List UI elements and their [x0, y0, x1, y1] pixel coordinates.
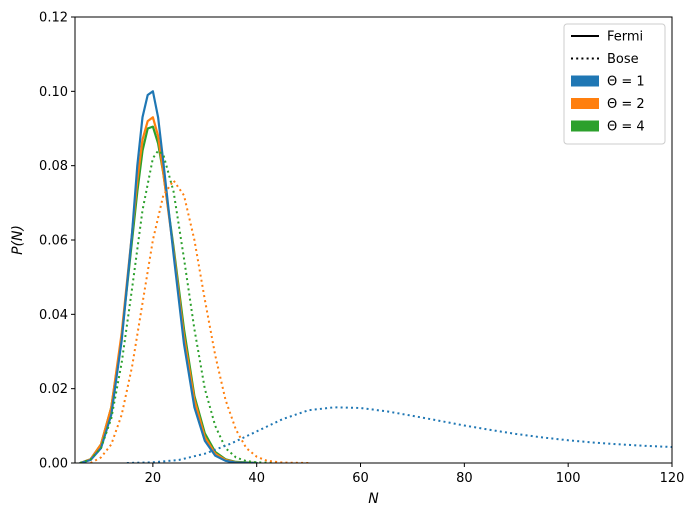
x-tick-label: 120 — [660, 471, 685, 486]
y-tick-label: 0.08 — [39, 159, 68, 174]
legend: Fermi Bose Θ = 1 Θ = 2 Θ = 4 — [563, 23, 666, 145]
series-line-fermi-3 — [79, 90, 258, 463]
x-tick-label: 60 — [352, 471, 369, 486]
x-axis-label: N — [368, 491, 379, 507]
legend-entry: Θ = 1 — [571, 75, 645, 90]
legend-label: Θ = 4 — [607, 120, 645, 135]
x-axis: 20 40 60 80 100 120 — [145, 463, 685, 486]
legend-swatch — [571, 120, 599, 132]
series-layer — [79, 90, 672, 463]
y-tick-label: 0.06 — [39, 234, 68, 249]
x-tick-label: 40 — [248, 471, 265, 486]
y-tick-label: 0.02 — [39, 382, 68, 397]
y-tick-label: 0.00 — [39, 457, 68, 472]
y-tick-label: 0.12 — [39, 11, 68, 26]
legend-box — [563, 23, 666, 145]
series-line-bose-5 — [90, 179, 309, 463]
legend-label: Fermi — [607, 30, 643, 45]
legend-entry: Θ = 4 — [571, 120, 645, 135]
y-axis-label: P(N) — [10, 225, 26, 255]
y-tick-label: 0.04 — [39, 308, 68, 323]
x-tick-label: 100 — [556, 471, 581, 486]
legend-swatch — [571, 75, 599, 87]
legend-label: Θ = 1 — [607, 75, 645, 90]
y-tick-label: 0.10 — [39, 85, 68, 100]
x-tick-label: 80 — [456, 471, 473, 486]
legend-label: Θ = 2 — [607, 97, 645, 112]
legend-entry: Fermi — [571, 30, 643, 45]
legend-entry: Θ = 2 — [571, 97, 645, 112]
legend-entries: Fermi Bose Θ = 1 Θ = 2 Θ = 4 — [571, 30, 645, 135]
legend-label: Bose — [607, 52, 639, 67]
y-axis: 0.00 0.02 0.04 0.06 0.08 0.10 0.12 — [39, 11, 75, 472]
legend-swatch — [571, 98, 599, 109]
legend-entry: Bose — [571, 52, 639, 67]
x-tick-label: 20 — [145, 471, 162, 486]
